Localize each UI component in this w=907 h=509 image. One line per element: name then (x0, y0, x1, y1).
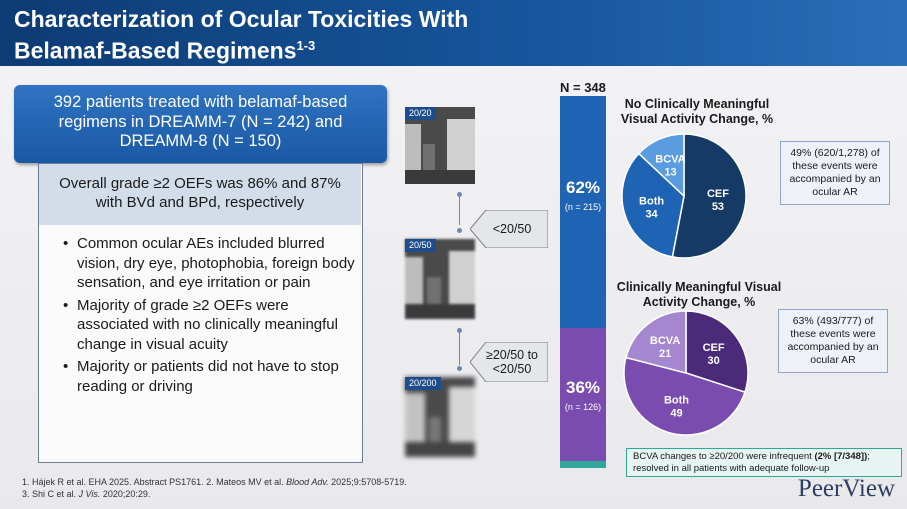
arrow-label: ≥20/50 to <20/50 (485, 348, 539, 376)
pie-slice-bcva (625, 310, 687, 374)
pie-slice-both (621, 152, 685, 258)
acuity-label: 20/50 (405, 239, 436, 252)
pie-slice-label: CEF (707, 188, 729, 200)
street-photo-20-20: 20/20 (405, 107, 475, 184)
pie-slice-value: 13 (664, 167, 676, 179)
slide-title-line2: Belamaf-Based Regimens1-3 (14, 37, 316, 64)
photo-street (405, 304, 475, 319)
title-superscript: 1-3 (296, 38, 316, 53)
bullet-item: Common ocular AEs included blurred visio… (63, 234, 358, 293)
bullet-item: Majority of grade ≥2 OEFs were associate… (63, 296, 358, 355)
pie-slice-value: 34 (645, 209, 658, 221)
photo-street (405, 442, 475, 457)
intro-box: 392 patients treated with belamaf-based … (14, 85, 387, 163)
n-total-label: N = 348 (560, 80, 606, 95)
pie-slice-label: BCVA (650, 335, 680, 347)
bar-count: (n = 215) (564, 202, 602, 212)
pie2-title: Clinically Meaningful Visual Activity Ch… (616, 280, 782, 309)
pie-slice-value: 53 (712, 201, 724, 213)
pie1-title: No Clinically Meaningful Visual Activity… (620, 97, 774, 126)
pie2-callout: 63% (493/777) of these events were accom… (778, 309, 888, 373)
street-photo-20-200 (405, 377, 475, 457)
pie-slice-value: 49 (670, 408, 682, 420)
pie1-callout: 49% (620/1,278) of these events were acc… (780, 141, 890, 205)
connector-dot (457, 192, 462, 197)
arrow-shape (470, 210, 548, 248)
bar-segment-no-change: 62% (n = 215) (560, 96, 606, 328)
findings-list: Common ocular AEs included blurred visio… (63, 234, 358, 399)
arrow-shape (470, 342, 548, 382)
connector-dot (457, 366, 462, 371)
pie-slice-value: 30 (707, 355, 719, 367)
slide-title-line1: Characterization of Ocular Toxicities Wi… (14, 6, 469, 32)
pie-slice-label: CEF (703, 342, 725, 354)
arrow-label: <20/50 (492, 222, 532, 236)
bar-count: (n = 126) (564, 402, 602, 412)
bcva-note: BCVA changes to ≥20/200 were infrequent … (626, 448, 902, 477)
grade-summary: Overall grade ≥2 OEFs was 86% and 87% wi… (39, 164, 361, 225)
photo-building (405, 393, 425, 457)
connector-line (459, 195, 460, 225)
findings-panel: Overall grade ≥2 OEFs was 86% and 87% wi… (38, 163, 363, 463)
acuity-label: 20/200 (405, 377, 441, 390)
connector-dot (457, 228, 462, 233)
connector-line (459, 330, 460, 365)
peerview-logo: PeerView (797, 475, 895, 502)
slide-header: Characterization of Ocular Toxicities Wi… (0, 0, 907, 66)
pie-slice-value: 21 (659, 348, 671, 360)
pie-slice-label: Both (639, 196, 664, 208)
bar-segment-severe (560, 461, 606, 468)
pie-slice-cef (671, 133, 747, 259)
photo-building (405, 124, 421, 184)
photo-street (405, 170, 475, 184)
pie-slice-both (623, 356, 746, 436)
pie-slice-bcva (637, 133, 685, 198)
bar-segment-change: 36% (n = 126) (560, 328, 606, 461)
street-photo-20-50 (405, 239, 475, 319)
pie-slice-label: BCVA (655, 154, 685, 166)
photo-building (405, 257, 423, 319)
pie-slice-cef (685, 310, 749, 394)
pie-slice-label: Both (664, 395, 689, 407)
bullet-item: Majority or patients did not have to sto… (63, 357, 358, 396)
bar-percent: 62% (565, 178, 601, 197)
bar-percent: 36% (565, 378, 601, 397)
connector-dot (457, 328, 462, 333)
references: 1. Hájek R et al. EHA 2025. Abstract PS1… (22, 477, 407, 499)
arrow-callout-1: <20/50 (470, 210, 548, 248)
arrow-callout-2: ≥20/50 to <20/50 (470, 342, 548, 382)
acuity-label: 20/20 (405, 107, 436, 120)
